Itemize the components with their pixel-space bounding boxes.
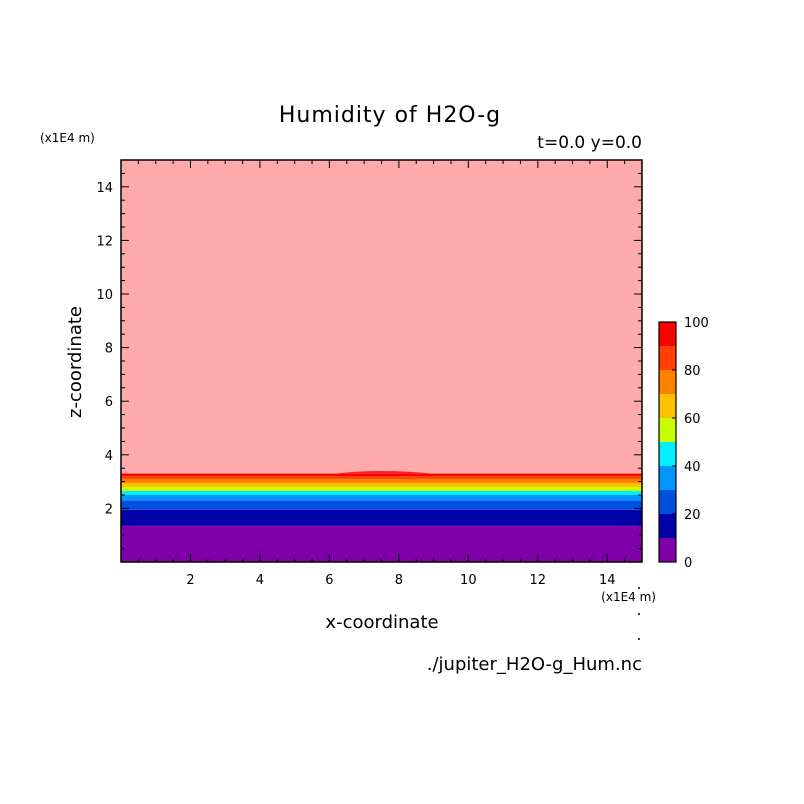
x-axis-label: x-coordinate [325,612,438,633]
y-tick-label: 12 [96,234,113,249]
heatmap-band-0 [121,525,642,562]
colorbar-segment-9 [659,322,676,346]
heatmap-band-1 [121,509,642,526]
heatmap-band-5 [121,486,642,491]
heatmap-band-4 [121,490,642,495]
colorbar-segment-5 [659,418,676,442]
marker-dot [638,587,640,589]
x-tick-label: 10 [460,573,477,588]
x-tick-label: 2 [186,573,194,588]
x-tick-label: 6 [325,573,333,588]
heatmap-band-3 [121,495,642,501]
y-tick-label: 10 [96,288,113,303]
heatmap-band-9 [121,473,642,477]
x-tick-label: 8 [395,573,403,588]
x-tick-label: 4 [256,573,264,588]
heatmap-band-10 [121,160,642,474]
marker-dot [638,638,640,640]
colorbar-segment-4 [659,442,676,466]
axis-ticks: 2 4 6 8 10 12 14 2 4 6 8 10 12 14 [96,159,643,588]
y-tick-label: 6 [105,395,113,410]
x-tick-label: 12 [530,573,547,588]
colorbar: 0 20 40 60 80 100 [658,316,709,571]
colorbar-segment-7 [659,370,676,394]
colorbar-tick-label: 20 [684,508,701,523]
colorbar-segment-3 [659,466,676,490]
colorbar-tick-label: 100 [684,316,709,331]
y-axis-label: z-coordinate [65,306,86,418]
humidity-bump [336,471,431,474]
source-file-label: ./jupiter_H2O-g_Hum.nc [427,654,642,675]
x-unit-label: (x1E4 m) [601,590,656,604]
time-label: t=0.0 y=0.0 [537,133,642,153]
y-tick-label: 8 [105,342,113,357]
y-unit-label: (x1E4 m) [40,131,95,145]
colorbar-segment-8 [659,346,676,370]
colorbar-tick-label: 60 [684,412,701,427]
y-tick-label: 2 [105,502,113,517]
colorbar-tick-label: 40 [684,460,701,475]
chart-title: Humidity of H2O-g [279,103,501,128]
heatmap-bands [121,160,642,562]
colorbar-segment-1 [659,514,676,538]
heatmap-band-2 [121,500,642,510]
colorbar-frame [658,321,677,563]
colorbar-tick-label: 80 [684,364,701,379]
y-tick-label: 14 [96,181,113,196]
heatmap-band-6 [121,482,642,487]
colorbar-segment-6 [659,394,676,418]
marker-dot [638,613,640,615]
colorbar-segment-2 [659,490,676,514]
x-tick-label: 14 [599,573,616,588]
colorbar-segment-0 [659,538,676,562]
y-tick-label: 4 [105,449,113,464]
heatmap-band-7 [121,478,642,483]
heatmap-band-8 [121,476,642,479]
colorbar-tick-label: 0 [684,556,692,571]
